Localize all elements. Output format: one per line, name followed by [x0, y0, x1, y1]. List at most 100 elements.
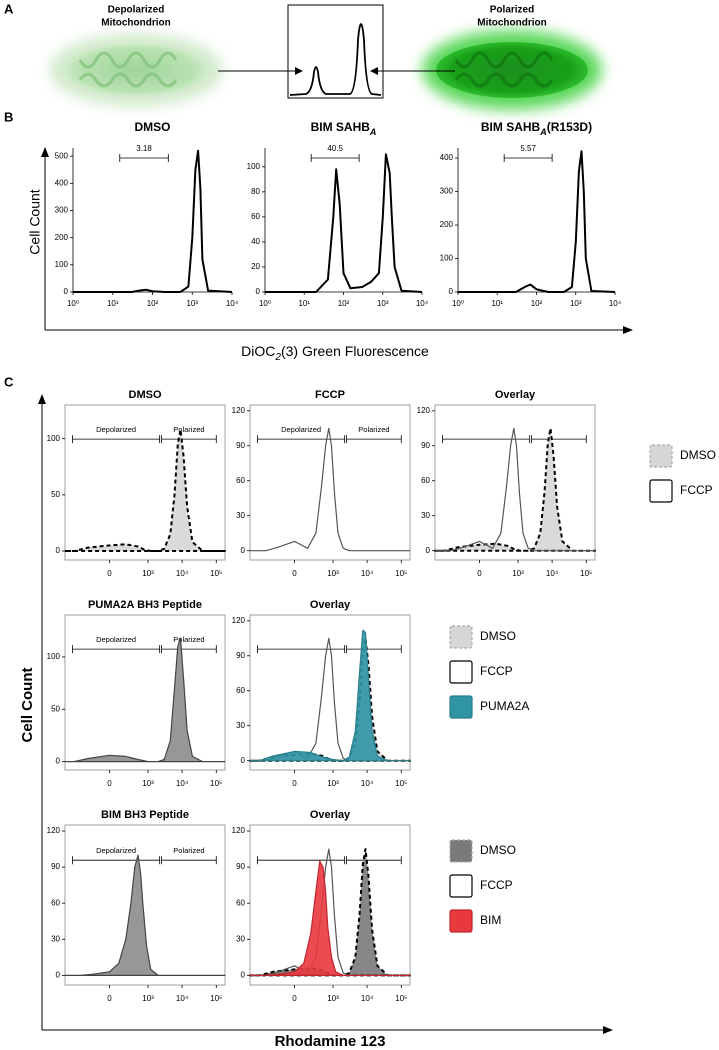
chart-title: BIM SAHBA — [311, 120, 377, 137]
text-part: BIM SAHB — [481, 120, 541, 134]
gate-label: Polarized — [173, 846, 204, 855]
x-tick-label: 10⁰ — [452, 299, 464, 308]
gate-label: Polarized — [358, 425, 389, 434]
x-tick-label: 10⁴ — [361, 779, 374, 788]
legend-label: BIM — [480, 913, 501, 927]
chart-title: Overlay — [495, 389, 536, 401]
plot-frame — [64, 824, 226, 986]
y-tick-label: 90 — [51, 862, 60, 871]
x-tick-label: 10¹ — [491, 299, 503, 308]
chart-title: Overlay — [310, 809, 351, 821]
x-tick-label: 10⁴ — [361, 569, 374, 578]
histogram-curve — [250, 637, 410, 762]
text-part: BIM SAHB — [311, 120, 371, 134]
y-tick-label: 100 — [47, 652, 61, 661]
plot-frame — [249, 614, 411, 771]
gate-label: Depolarized — [96, 846, 136, 855]
x-tick-label: 10³ — [570, 299, 582, 308]
mito-label: Mitochondrion — [477, 18, 546, 29]
y-tick-label: 0 — [56, 546, 61, 555]
x-tick-label: 10⁵ — [580, 569, 592, 578]
x-tick-label: 10² — [147, 299, 159, 308]
text-part: DMSO — [135, 120, 171, 134]
text-part: A — [369, 127, 377, 137]
chart-title: BIM BH3 Peptide — [101, 809, 189, 821]
legend-label: PUMA2A — [480, 699, 529, 713]
gate-label: Depolarized — [96, 635, 136, 644]
y-tick-label: 20 — [251, 262, 260, 271]
legend-swatch — [449, 660, 473, 684]
legend-swatch — [449, 695, 473, 719]
x-tick-label: 10³ — [512, 569, 524, 578]
x-tick-label: 0 — [107, 569, 112, 578]
legend-label: FCCP — [680, 483, 713, 497]
text-part: (R153D) — [547, 120, 592, 134]
legend-swatch — [649, 444, 673, 468]
y-tick-label: 120 — [232, 826, 246, 835]
gate-label: Depolarized — [96, 425, 136, 434]
y-tick-label: 30 — [236, 721, 245, 730]
y-tick-label: 90 — [236, 862, 245, 871]
gate-label: Depolarized — [281, 425, 321, 434]
histogram-curve — [458, 150, 616, 293]
y-tick-label: 90 — [421, 441, 430, 450]
histogram-curve — [73, 149, 233, 293]
x-tick-label: 10⁴ — [361, 994, 374, 1003]
plot-frame — [249, 824, 411, 986]
y-tick-label: 0 — [56, 970, 61, 979]
histogram-curve — [64, 854, 226, 976]
legend-label: DMSO — [680, 448, 716, 462]
x-tick-label: 10³ — [186, 299, 198, 308]
y-axis-label: Cell Count — [19, 668, 36, 743]
legend-label: FCCP — [480, 664, 513, 678]
x-tick-label: 10³ — [377, 299, 389, 308]
x-tick-label: 10³ — [327, 779, 339, 788]
chart-title: FCCP — [315, 389, 345, 401]
y-tick-label: 90 — [236, 441, 245, 450]
schematic-box — [287, 4, 384, 99]
mito-label: Mitochondrion — [101, 18, 170, 29]
histogram-curve — [249, 629, 411, 762]
x-tick-label: 10⁵ — [210, 569, 222, 578]
gate-label: 5.57 — [520, 144, 536, 153]
y-tick-label: 100 — [55, 260, 69, 269]
legend-swatch — [449, 839, 473, 863]
histogram-curve — [265, 153, 423, 293]
y-tick-label: 80 — [251, 187, 260, 196]
histogram-curve — [250, 848, 410, 976]
cristae — [454, 51, 554, 88]
chart-title: DMSO — [135, 120, 171, 134]
x-tick-label: 10³ — [142, 779, 154, 788]
y-tick-label: 90 — [236, 651, 245, 660]
y-tick-label: 60 — [236, 686, 245, 695]
histogram-curve — [64, 637, 226, 763]
y-tick-label: 60 — [51, 898, 60, 907]
legend-swatch — [649, 479, 673, 503]
y-tick-label: 100 — [47, 434, 61, 443]
histogram-curve — [249, 637, 411, 762]
text-part: 2 — [274, 352, 281, 363]
y-tick-label: 30 — [421, 511, 430, 520]
gate-label: Polarized — [173, 635, 204, 644]
plot-frame — [434, 404, 596, 561]
histogram-curve — [64, 428, 226, 552]
y-tick-label: 120 — [232, 616, 246, 625]
x-tick-label: 10⁴ — [226, 299, 239, 308]
y-tick-label: 400 — [55, 178, 69, 187]
x-tick-label: 0 — [292, 994, 297, 1003]
plot-frame — [64, 404, 226, 561]
y-tick-label: 0 — [449, 287, 454, 296]
x-tick-label: 0 — [107, 994, 112, 1003]
y-tick-label: 120 — [47, 826, 61, 835]
text-part: (3) Green Fluorescence — [281, 343, 429, 359]
chart-title: Overlay — [310, 599, 351, 611]
gate-label: 3.18 — [136, 144, 152, 153]
text-part: DiOC — [241, 343, 275, 359]
y-tick-label: 200 — [440, 220, 454, 229]
y-tick-label: 200 — [55, 233, 69, 242]
y-tick-label: 120 — [232, 406, 246, 415]
panel-label: B — [4, 109, 13, 124]
legend-swatch — [449, 909, 473, 933]
